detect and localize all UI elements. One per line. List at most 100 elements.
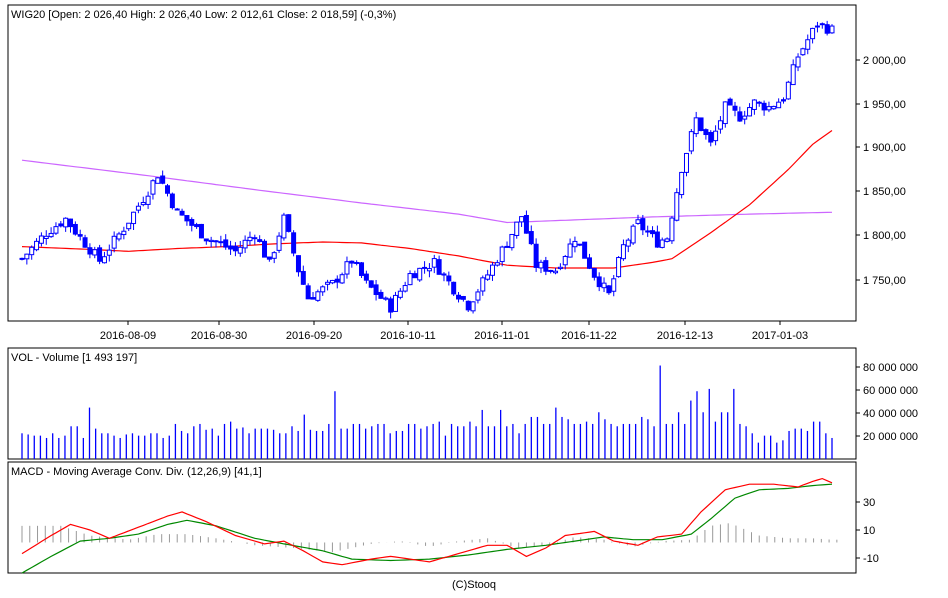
candle-body (664, 238, 670, 242)
candle-body (460, 296, 466, 300)
macd-y-axis: 30 10 -10 (856, 497, 879, 565)
candle-body (155, 177, 161, 184)
candle (480, 275, 486, 296)
candle (766, 101, 772, 113)
candle-body (586, 257, 592, 269)
macd-line (21, 477, 833, 566)
macd-y-tick-label: -10 (863, 553, 879, 565)
macd-y-tick-label: 30 (863, 497, 875, 509)
candle-body (300, 270, 306, 285)
candle-body (635, 219, 641, 224)
candle (431, 254, 437, 274)
candle (295, 255, 301, 277)
candle-body (354, 261, 360, 264)
candle-body (456, 294, 462, 300)
candle-body (359, 262, 365, 276)
volume-y-tick-label: 20 000 000 (863, 431, 918, 443)
candle (805, 34, 811, 55)
candle (742, 110, 748, 125)
candle (426, 263, 432, 278)
candle (97, 244, 103, 265)
candle (407, 270, 413, 286)
candle-body (101, 256, 107, 264)
candle (300, 265, 306, 285)
candle-body (727, 98, 733, 106)
candle-body (737, 111, 743, 122)
candle-body (514, 221, 520, 236)
candle (198, 223, 204, 239)
candle (126, 222, 132, 232)
macd-signal-line (21, 483, 833, 574)
candle (121, 226, 127, 240)
candle (77, 229, 83, 241)
candle-body (339, 274, 345, 284)
candle (640, 214, 646, 236)
candle (635, 214, 641, 225)
price-panel-frame (7, 4, 857, 322)
candle (329, 279, 335, 285)
candle (359, 262, 365, 278)
candle-body (431, 258, 437, 268)
candle-body (116, 233, 122, 240)
candle (499, 245, 505, 267)
candle-body (519, 216, 525, 223)
candle (237, 240, 243, 257)
candle (189, 217, 195, 232)
candle (203, 238, 209, 245)
candle (659, 237, 665, 249)
candle-body (780, 99, 786, 102)
candle-body (276, 235, 282, 251)
candle-body (334, 278, 340, 283)
candle-body (121, 230, 127, 236)
candle (756, 100, 762, 107)
candle-body (194, 224, 200, 228)
candle-body (19, 257, 25, 260)
candle (402, 281, 408, 293)
volume-y-tick-label: 60 000 000 (863, 385, 918, 397)
candle (509, 233, 515, 251)
candle-body (829, 25, 835, 34)
candle-body (824, 24, 830, 34)
candle (810, 27, 816, 44)
candle-body (402, 285, 408, 292)
candle (150, 179, 156, 200)
candle (829, 24, 835, 34)
candle-body (228, 245, 234, 250)
candle-body (325, 281, 331, 285)
candle-body (426, 268, 432, 272)
candle (572, 236, 578, 253)
candle-body (397, 290, 403, 298)
candle-body (223, 239, 229, 248)
candle-body (252, 237, 258, 240)
candle-body (208, 239, 214, 243)
volume-panel-title: VOL - Volume [1 493 197] (11, 352, 137, 364)
candle-body (189, 219, 195, 226)
candle (737, 106, 743, 122)
price-x-tick-label: 2016-08-30 (191, 330, 247, 342)
candle (349, 260, 355, 268)
candle (485, 269, 491, 281)
candle-body (305, 285, 311, 300)
candle (339, 272, 345, 284)
candle (383, 296, 389, 301)
candle-body (814, 25, 820, 28)
candle-body (654, 231, 660, 248)
candle (528, 225, 534, 246)
macd-panel-title: MACD - Moving Average Conv. Div. (12,26,… (11, 466, 262, 478)
candle-body (368, 280, 374, 288)
volume-series-layer (21, 365, 833, 459)
candle (228, 240, 234, 255)
candle (242, 235, 248, 254)
candle (160, 170, 166, 185)
candle-body (451, 281, 457, 295)
candle-body (601, 282, 607, 289)
candle-body (480, 277, 486, 292)
candle (683, 152, 689, 177)
candle-body (732, 105, 738, 111)
candle-body (363, 273, 369, 281)
price-x-tick-label: 2016-10-11 (380, 330, 435, 342)
candle (650, 226, 656, 238)
candle-body (538, 261, 544, 269)
candle-body (606, 285, 612, 294)
candle (562, 254, 568, 270)
